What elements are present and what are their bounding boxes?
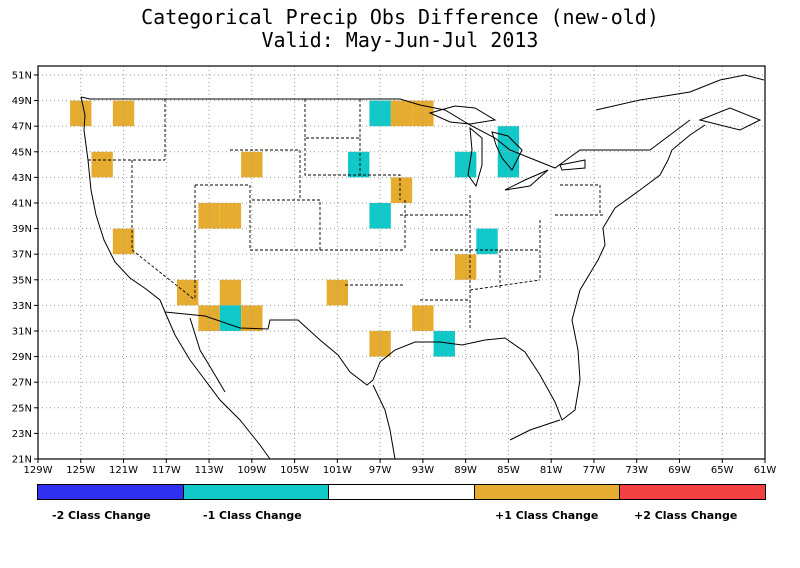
- lake-huron: [491, 131, 523, 171]
- lon-label: 89W: [454, 465, 477, 476]
- mexico-coastline: [164, 311, 271, 460]
- lat-label: 41N: [12, 198, 32, 209]
- lon-label: 73W: [625, 465, 648, 476]
- us-mexico-border: [164, 311, 374, 386]
- lon-label: 61W: [754, 465, 777, 476]
- lon-label: 65W: [711, 465, 734, 476]
- diff-cell: [91, 151, 113, 178]
- lat-label: 37N: [12, 250, 32, 261]
- diff-cell: [454, 151, 477, 178]
- lake-ontario: [559, 159, 586, 171]
- lat-label: 51N: [12, 70, 32, 81]
- diff-cell: [241, 151, 263, 178]
- legend-swatch: [473, 485, 620, 499]
- diff-cell: [369, 330, 391, 357]
- legend-label-neg1: -1 Class Change: [203, 509, 302, 522]
- map-title: Categorical Precip Obs Difference (new-o…: [141, 5, 659, 29]
- legend-label-pos2: +2 Class Change: [634, 509, 738, 522]
- diff-cell: [390, 177, 413, 203]
- lon-label: 69W: [668, 465, 691, 476]
- lat-label: 33N: [12, 301, 32, 312]
- lon-label: 93W: [412, 465, 435, 476]
- us-outline: [80, 74, 765, 460]
- us-coastline-west: [80, 96, 166, 313]
- legend-swatch: [38, 485, 183, 499]
- axis-ticks: [34, 74, 766, 463]
- lon-label: 121W: [109, 465, 138, 476]
- diff-cell: [198, 202, 220, 229]
- lon-label: 101W: [323, 465, 352, 476]
- lat-label: 47N: [12, 122, 32, 133]
- map-background: [38, 66, 765, 459]
- diff-cell: [390, 100, 413, 127]
- diff-cell: [326, 279, 349, 306]
- legend-swatch: [328, 485, 474, 499]
- lon-label: 129W: [24, 465, 53, 476]
- lat-label: 29N: [12, 352, 32, 363]
- diff-cell: [369, 100, 391, 127]
- lat-label: 31N: [12, 326, 32, 337]
- lat-label: 49N: [12, 96, 32, 107]
- diff-cell: [369, 202, 391, 229]
- legend-label-pos1: +1 Class Change: [495, 509, 599, 522]
- lake-michigan: [467, 126, 483, 188]
- canada-coastline: [595, 74, 765, 111]
- lon-label: 77W: [583, 465, 606, 476]
- lat-label: 45N: [12, 147, 32, 158]
- lon-label: 117W: [152, 465, 181, 476]
- state-borders: [88, 99, 605, 330]
- lon-label: 97W: [369, 465, 392, 476]
- lon-label: 81W: [540, 465, 563, 476]
- lon-label: 105W: [280, 465, 309, 476]
- diff-cell: [176, 279, 199, 306]
- graticule: [38, 66, 765, 459]
- legend-swatch: [182, 485, 329, 499]
- legend-label-neg2: -2 Class Change: [52, 509, 151, 522]
- lake-superior: [428, 105, 497, 125]
- lat-label: 21N: [12, 455, 32, 466]
- lon-label: 109W: [237, 465, 266, 476]
- legend-swatch: [619, 485, 765, 499]
- lat-label: 43N: [12, 173, 32, 184]
- diff-cell: [219, 279, 242, 306]
- nova-scotia: [698, 107, 762, 131]
- lat-label: 25N: [12, 403, 32, 414]
- diff-cell: [112, 228, 135, 255]
- lat-label: 39N: [12, 224, 32, 235]
- map-subtitle: Valid: May-Jun-Jul 2013: [261, 28, 539, 52]
- lon-label: 113W: [195, 465, 224, 476]
- diff-cell: [348, 151, 370, 178]
- map-frame: [37, 65, 766, 460]
- legend-colorbar: [37, 484, 766, 500]
- us-atlantic-coast: [571, 124, 706, 351]
- diff-cell: [433, 330, 455, 357]
- us-gulf-coast: [372, 337, 581, 421]
- diff-cell: [112, 100, 135, 127]
- lat-label: 35N: [12, 275, 32, 286]
- diff-cell: [219, 202, 242, 229]
- yucatan: [509, 419, 561, 441]
- baja-california: [189, 317, 226, 393]
- lon-label: 125W: [66, 465, 95, 476]
- lat-label: 27N: [12, 378, 32, 389]
- latitude-labels: 51N 49N 47N 45N 43N 41N 39N 37N 35N 33N 31N 29N 27N 2…: [12, 70, 32, 465]
- diff-cell: [476, 228, 498, 255]
- diff-cell: [219, 305, 242, 331]
- lon-label: 85W: [497, 465, 520, 476]
- lake-erie: [504, 169, 549, 191]
- longitude-labels: 129W 125W 121W 117W 113W 109W 105W 101W 97W 93W 89…: [24, 465, 777, 476]
- diff-cell: [497, 151, 520, 178]
- lat-label: 23N: [12, 429, 32, 440]
- mexico-east-coast: [372, 384, 396, 460]
- us-canada-border: [80, 96, 691, 169]
- diff-cell: [70, 100, 92, 127]
